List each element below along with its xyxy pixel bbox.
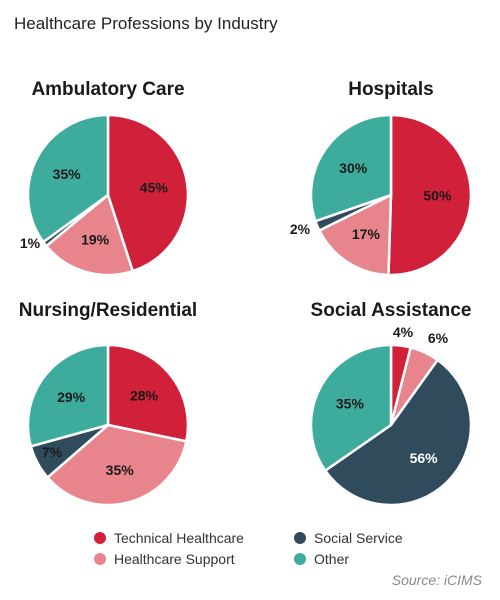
legend-label: Healthcare Support [114, 551, 235, 567]
pie-label-social-assistance-other: 35% [336, 396, 365, 412]
pie-label-nursing-residential-social-service: 7% [42, 444, 63, 460]
legend-swatch-healthcare-support [94, 553, 106, 565]
legend: Technical Healthcare Social Service Heal… [94, 530, 454, 567]
pie-label-hospitals-other: 30% [339, 160, 368, 176]
pie-slice-nursing-residential-technical-healthcare [106, 343, 190, 443]
pie-label-hospitals-social-service: 2% [290, 221, 311, 237]
pie-slice-social-assistance-other [309, 343, 393, 473]
pie-label-ambulatory-care-technical-healthcare: 45% [140, 180, 169, 196]
pie-title-ambulatory-care: Ambulatory Care [31, 79, 184, 100]
legend-label: Technical Healthcare [114, 530, 244, 546]
pie-label-nursing-residential-technical-healthcare: 28% [130, 388, 159, 404]
pie-slice-ambulatory-care-technical-healthcare [106, 113, 190, 273]
pie-label-nursing-residential-other: 29% [57, 389, 86, 405]
legend-item-social-service: Social Service [294, 530, 454, 546]
pie-label-social-assistance-social-service: 56% [410, 450, 439, 466]
pie-label-ambulatory-care-healthcare-support: 19% [81, 232, 110, 248]
pie-label-social-assistance-healthcare-support: 6% [428, 330, 449, 346]
legend-item-other: Other [294, 551, 454, 567]
legend-label: Social Service [314, 530, 403, 546]
legend-item-technical-healthcare: Technical Healthcare [94, 530, 294, 546]
pie-slice-hospitals-technical-healthcare [387, 113, 473, 277]
pie-label-ambulatory-care-social-service: 1% [20, 235, 41, 251]
pie-slice-hospitals-healthcare-support [317, 192, 393, 277]
legend-label: Other [314, 551, 350, 567]
pie-slice-hospitals-other [309, 113, 393, 223]
legend-swatch-social-service [294, 532, 306, 544]
pie-slice-nursing-residential-healthcare-support [45, 423, 188, 507]
figure-title: Healthcare Professions by Industry [14, 14, 278, 33]
pie-label-hospitals-healthcare-support: 17% [352, 226, 381, 242]
pie-slice-social-assistance-social-service [323, 358, 473, 507]
pie-label-hospitals-technical-healthcare: 50% [423, 188, 452, 204]
pie-title-nursing-residential: Nursing/Residential [19, 300, 197, 321]
legend-item-healthcare-support: Healthcare Support [94, 551, 294, 567]
pie-label-ambulatory-care-other: 35% [53, 166, 82, 182]
pie-label-nursing-residential-healthcare-support: 35% [106, 462, 135, 478]
pie-slice-ambulatory-care-other [26, 113, 110, 244]
pie-label-social-assistance-technical-healthcare: 4% [393, 324, 414, 340]
legend-swatch-other [294, 553, 306, 565]
pie-title-social-assistance: Social Assistance [311, 300, 472, 321]
pie-title-hospitals: Hospitals [348, 79, 434, 100]
legend-swatch-technical-healthcare [94, 532, 106, 544]
source-note: Source: iCIMS [391, 572, 482, 588]
pie-slice-nursing-residential-other [26, 343, 110, 448]
pie-slice-ambulatory-care-healthcare-support [44, 192, 135, 277]
